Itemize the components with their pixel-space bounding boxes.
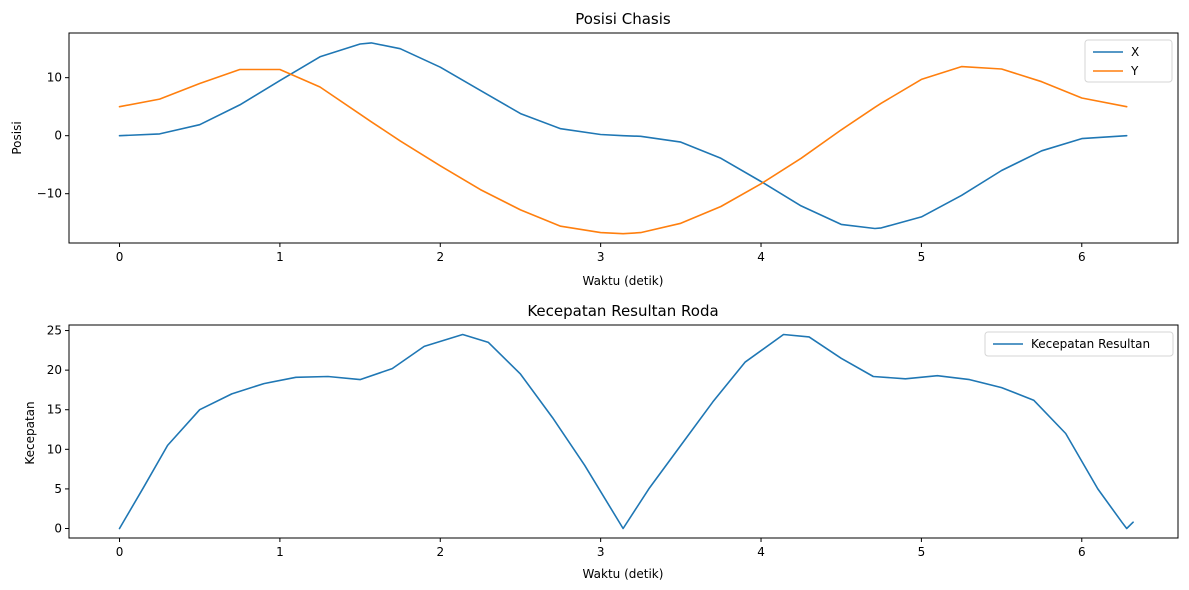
y-tick-label: 5	[54, 482, 62, 496]
x-tick-label: 2	[436, 250, 444, 264]
speed-chart: Kecepatan Resultan Roda Waktu (detik) Ke…	[23, 302, 1179, 581]
x-axis-label: Waktu (detik)	[583, 274, 664, 288]
y-tick-label: 0	[54, 129, 62, 143]
y-axis-label: Kecepatan	[23, 401, 37, 464]
x-tick-label: 2	[436, 545, 444, 559]
x-tick-label: 1	[276, 545, 284, 559]
y-tick-label: 15	[47, 403, 62, 417]
y-tick-label: 20	[47, 363, 62, 377]
x-axis-label: Waktu (detik)	[583, 567, 664, 581]
x-tick-label: 0	[116, 545, 124, 559]
legend-label: X	[1131, 45, 1139, 59]
x-tick-label: 5	[918, 545, 926, 559]
legend-label: Kecepatan Resultan	[1031, 337, 1150, 351]
y-tick-label: 25	[47, 324, 62, 338]
x-tick-label: 4	[757, 545, 765, 559]
x-tick-label: 5	[918, 250, 926, 264]
x-tick-label: 4	[757, 250, 765, 264]
series-lines	[118, 42, 1128, 235]
series-lines	[118, 333, 1134, 530]
axes-frame	[68, 324, 1179, 539]
x-tick-label: 3	[597, 545, 605, 559]
x-tick-label: 1	[276, 250, 284, 264]
y-tick-label: 0	[54, 521, 62, 535]
series-line-y	[118, 65, 1128, 235]
position-chart: Posisi Chasis Waktu (detik) Posisi 0 1 2 3 4…	[10, 10, 1179, 288]
axes-frame	[68, 32, 1179, 244]
legend-box	[984, 331, 1174, 357]
x-tick-label: 6	[1078, 545, 1086, 559]
y-axis-label: Posisi	[10, 121, 24, 154]
x-tick-label: 6	[1078, 250, 1086, 264]
legend-label: Y	[1130, 64, 1139, 78]
x-tick-label: 0	[116, 250, 124, 264]
y-tick-label: 10	[47, 71, 62, 85]
legend: Kecepatan Resultan	[984, 331, 1174, 357]
legend: XY	[1084, 39, 1173, 83]
chart-title: Posisi Chasis	[575, 10, 671, 28]
series-line-kecepatan-resultan	[118, 333, 1134, 530]
x-tick-label: 3	[597, 250, 605, 264]
legend-box	[1084, 39, 1173, 83]
y-tick-label: 10	[47, 442, 62, 456]
y-tick-label: −10	[37, 187, 62, 201]
chart-title: Kecepatan Resultan Roda	[527, 302, 718, 320]
series-line-x	[118, 42, 1128, 230]
